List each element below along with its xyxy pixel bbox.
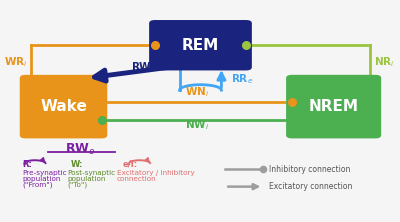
Text: REM: REM — [182, 38, 219, 53]
FancyBboxPatch shape — [20, 75, 107, 138]
Text: WR$_i$: WR$_i$ — [4, 55, 27, 69]
Text: NR$_i$: NR$_i$ — [374, 55, 395, 69]
Text: NW$_i$: NW$_i$ — [184, 118, 209, 132]
Text: RW$_e$: RW$_e$ — [130, 60, 156, 74]
Text: W:: W: — [70, 160, 83, 169]
Text: Excitatory connection: Excitatory connection — [269, 182, 352, 191]
Text: Inhibitory connection: Inhibitory connection — [269, 165, 350, 174]
Text: Wake: Wake — [40, 99, 87, 114]
Text: NREM: NREM — [309, 99, 359, 114]
Text: Pre-synaptic: Pre-synaptic — [22, 170, 67, 176]
Text: RR$_e$: RR$_e$ — [231, 73, 253, 86]
Text: WN$_i$: WN$_i$ — [184, 85, 209, 99]
Text: ("To"): ("To") — [67, 182, 88, 188]
Text: ("From"): ("From") — [22, 182, 53, 188]
Text: e/i:: e/i: — [122, 160, 138, 169]
FancyBboxPatch shape — [286, 75, 381, 138]
Text: Post-synaptic: Post-synaptic — [67, 170, 116, 176]
Text: population: population — [22, 176, 61, 182]
FancyBboxPatch shape — [149, 20, 252, 70]
Text: Excitatory / Inhibitory: Excitatory / Inhibitory — [117, 170, 194, 176]
Text: population: population — [67, 176, 106, 182]
Text: connection: connection — [117, 176, 156, 182]
Text: R:: R: — [22, 160, 32, 169]
Text: RW$_e$: RW$_e$ — [65, 142, 96, 157]
